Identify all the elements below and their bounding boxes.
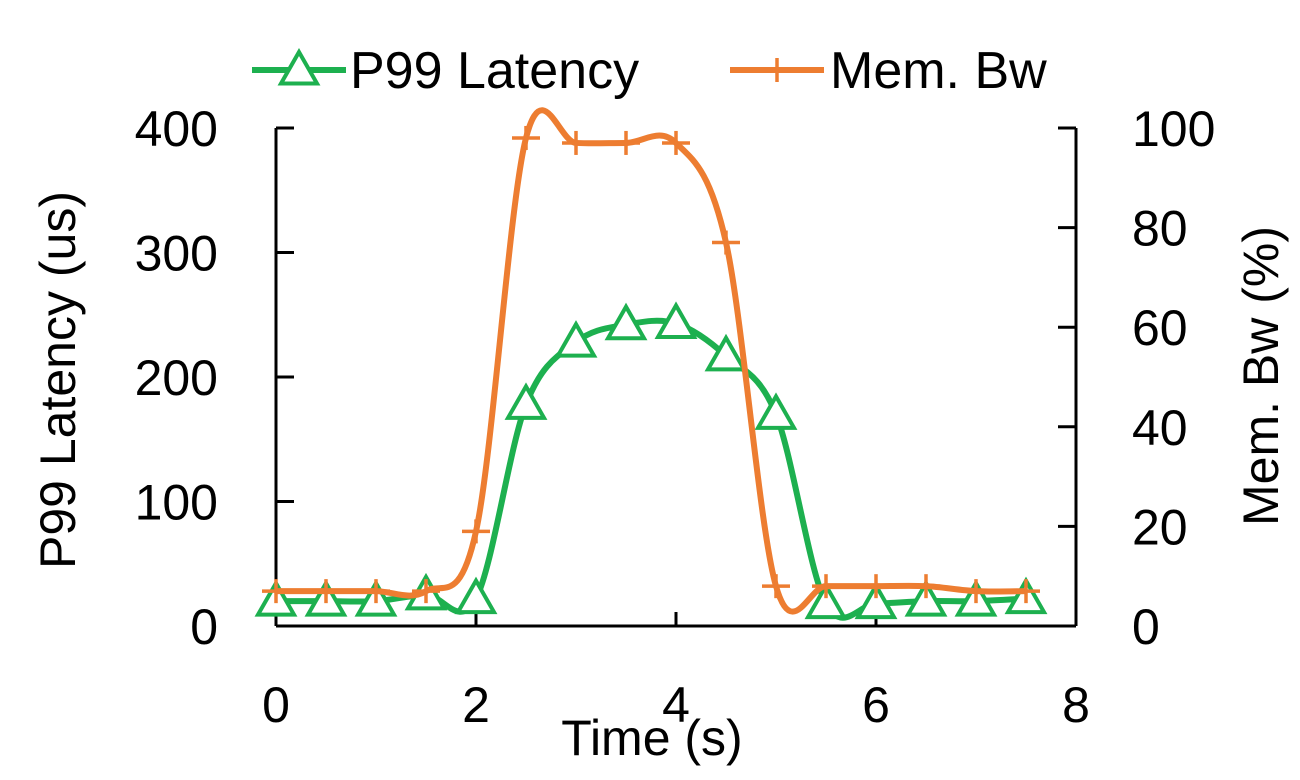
x-tick-label: 6 — [862, 677, 890, 733]
data-point-plus — [862, 574, 890, 599]
legend-item-mem-bw: Mem. Bw — [730, 42, 1047, 100]
data-point-plus — [412, 579, 440, 604]
y-tick-label-left: 200 — [135, 350, 218, 406]
series-p99-latency — [254, 301, 1048, 621]
series-line — [276, 107, 1027, 615]
y-axis-title-right: Mem. Bw (%) — [1233, 226, 1289, 526]
x-tick-label: 4 — [662, 677, 690, 733]
data-point-triangle — [904, 579, 948, 617]
legend-label: P99 Latency — [350, 42, 639, 100]
legend: P99 Latency Mem. Bw — [252, 42, 1047, 100]
series-line — [276, 317, 1027, 621]
y-tick-label-right: 100 — [1132, 101, 1215, 157]
data-point-triangle — [504, 382, 548, 420]
data-point-triangle — [704, 333, 748, 372]
y-tick-label-right: 80 — [1132, 201, 1188, 257]
data-point-plus — [962, 579, 990, 604]
y-tick-label-left: 0 — [190, 599, 218, 655]
series-mem-bw — [262, 107, 1040, 615]
data-point-triangle — [654, 301, 698, 339]
x-tick-label: 0 — [262, 677, 290, 733]
data-point-triangle — [554, 320, 598, 358]
y-tick-label-right: 60 — [1132, 300, 1188, 356]
y-tick-label-right: 0 — [1132, 599, 1160, 655]
data-point-triangle — [804, 581, 848, 620]
data-point-plus — [762, 574, 790, 599]
data-point-plus — [812, 574, 840, 599]
data-point-triangle — [454, 576, 498, 615]
x-tick-label: 8 — [1062, 677, 1090, 733]
data-point-plus — [1012, 579, 1040, 604]
data-point-plus — [362, 579, 390, 604]
data-point-plus — [462, 519, 490, 544]
data-point-plus — [262, 579, 290, 604]
data-point-plus — [512, 125, 540, 150]
y-tick-label-right: 40 — [1132, 400, 1188, 456]
y-tick-label-left: 400 — [135, 101, 218, 157]
data-point-triangle — [604, 302, 648, 341]
legend-marker-triangle — [277, 47, 321, 86]
data-point-plus — [662, 130, 690, 155]
data-point-triangle — [754, 392, 798, 430]
data-point-plus — [562, 130, 590, 155]
legend-marker-plus — [763, 58, 791, 82]
y-tick-label-right: 20 — [1132, 499, 1188, 555]
data-point-plus — [912, 574, 940, 599]
y-axis-title-left: P99 Latency (us) — [30, 191, 86, 569]
y-tick-label-left: 300 — [135, 226, 218, 282]
legend-label: Mem. Bw — [830, 42, 1047, 100]
data-point-plus — [612, 130, 640, 155]
y-tick-label-left: 100 — [135, 475, 218, 531]
data-point-plus — [712, 230, 740, 255]
data-point-plus — [312, 579, 340, 604]
x-tick-label: 2 — [462, 677, 490, 733]
series-layer — [254, 107, 1048, 621]
data-point-triangle — [854, 581, 898, 620]
legend-item-p99-latency: P99 Latency — [252, 42, 639, 100]
x-axis-title: Time (s) — [561, 710, 742, 766]
